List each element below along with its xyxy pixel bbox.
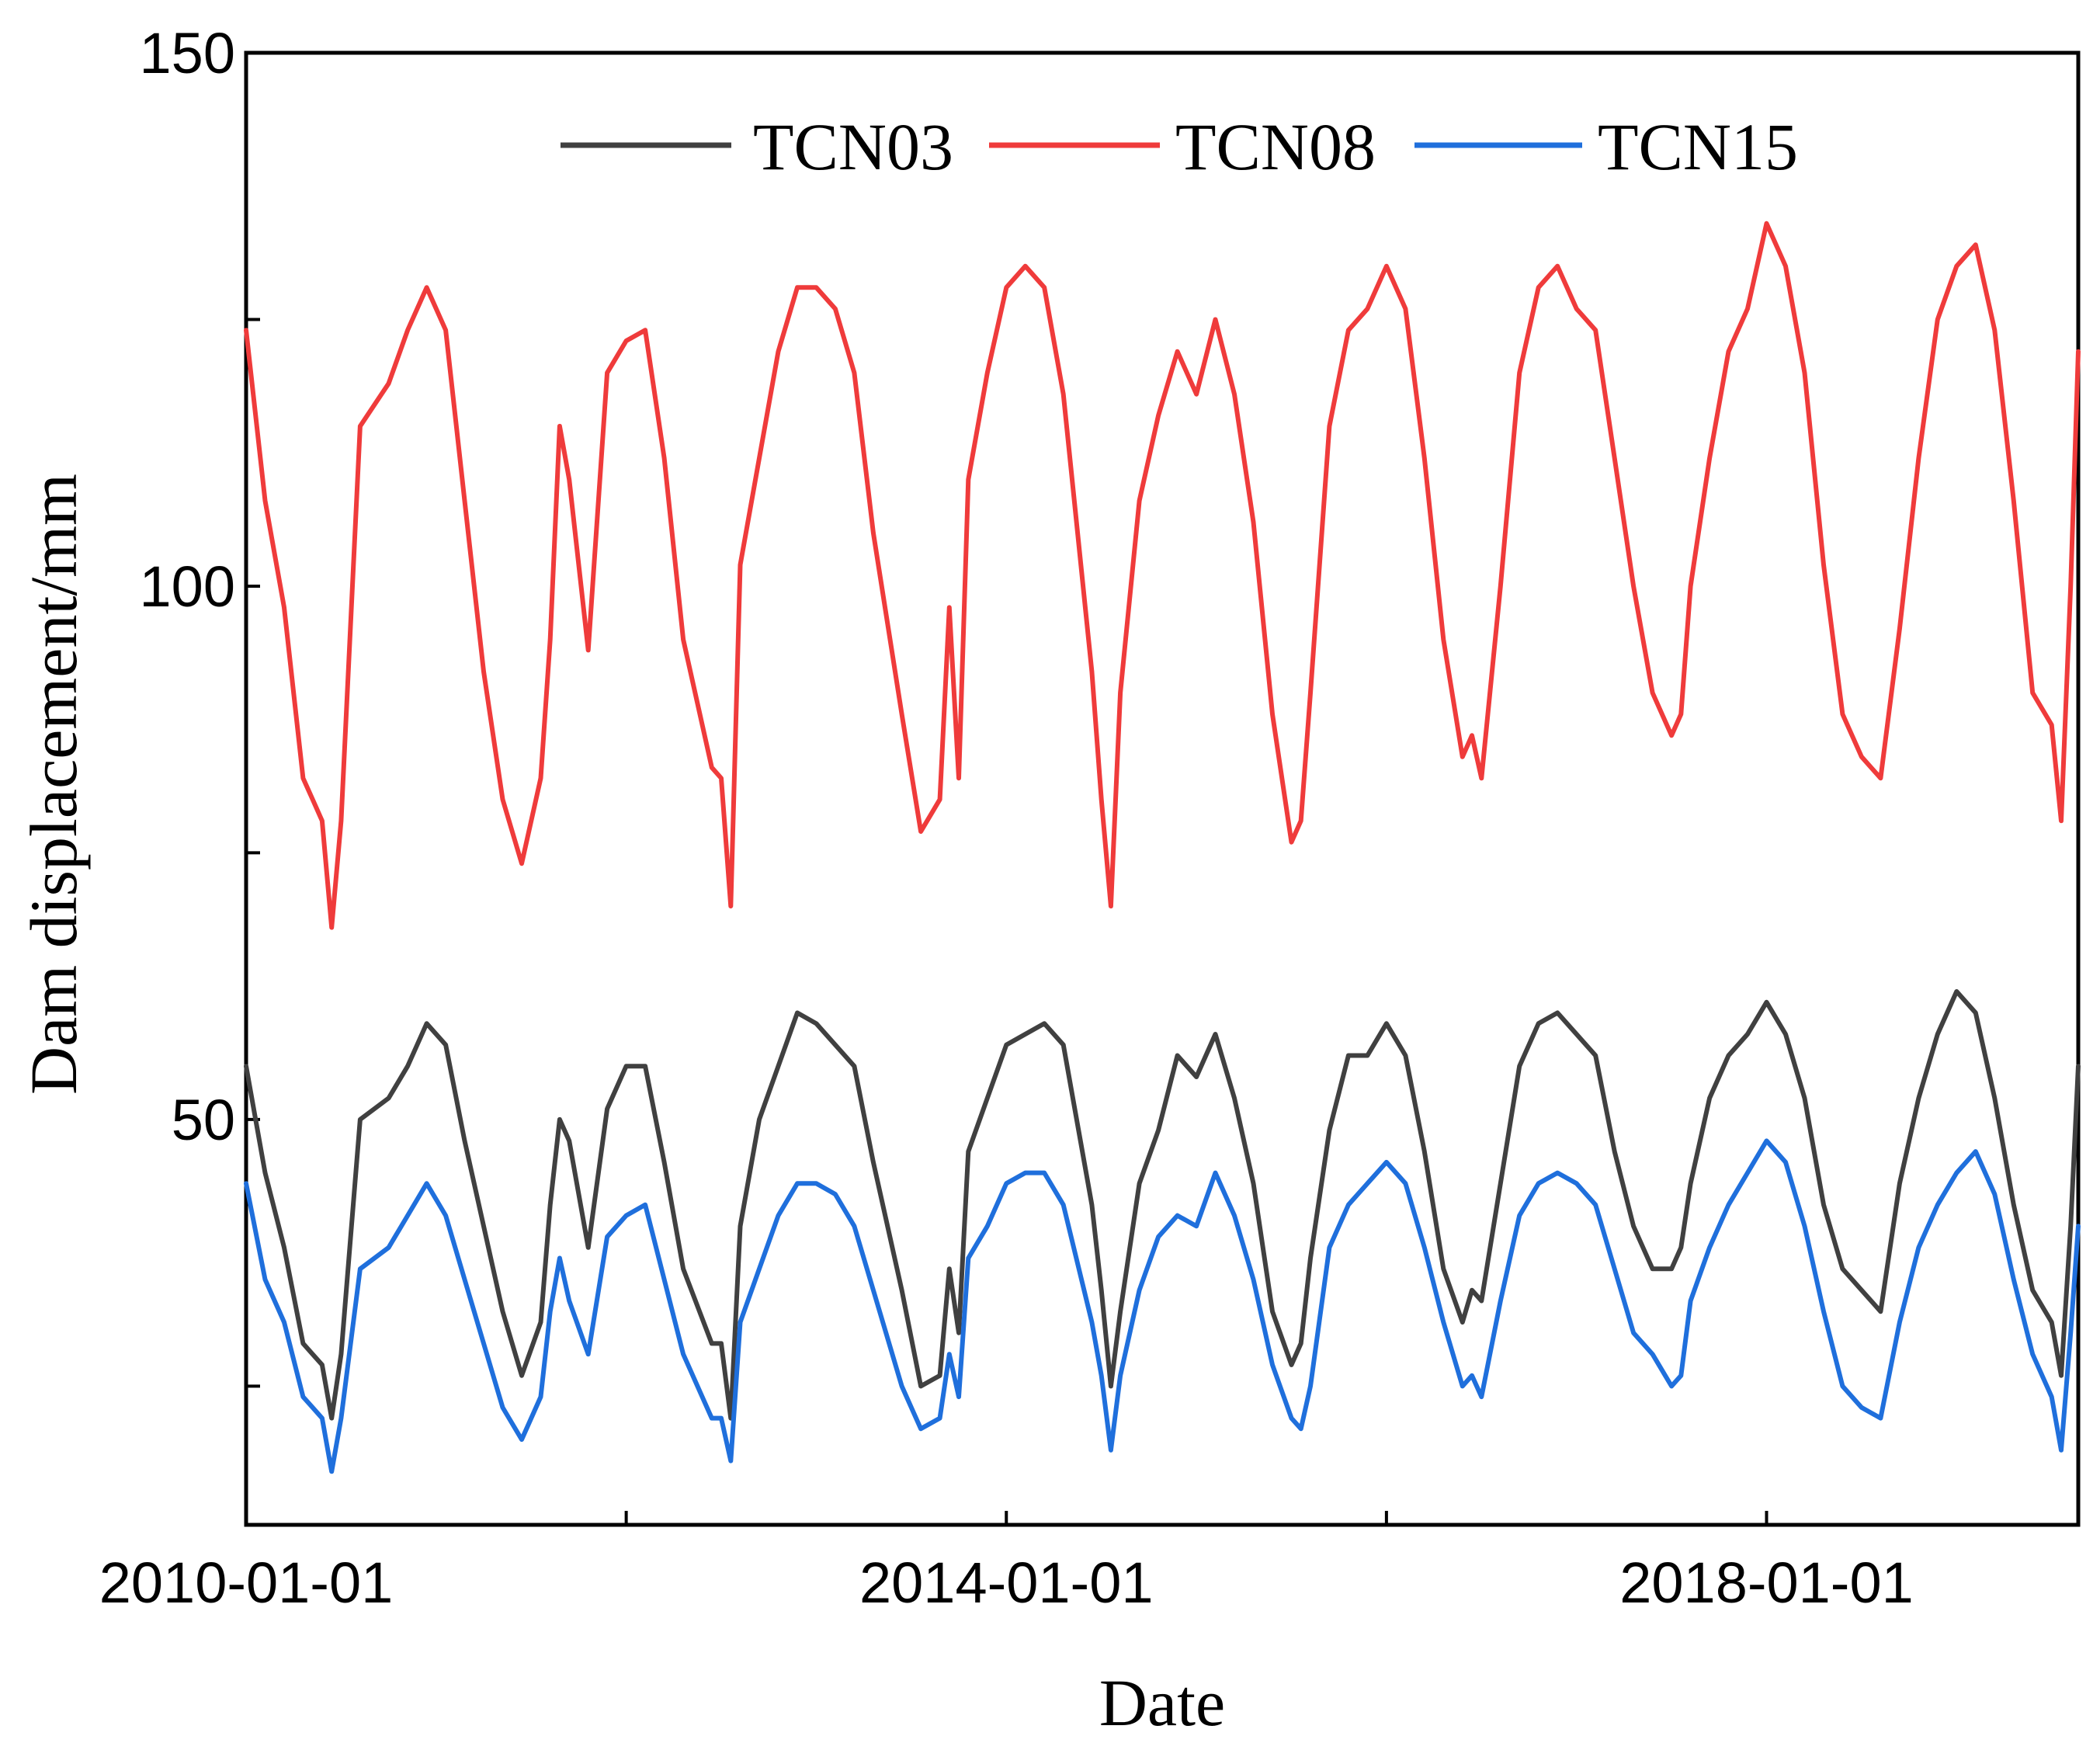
x-axis-ticks: 2010-01-01 2014-01-01 2018-01-01	[99, 1511, 1914, 1615]
y-tick-label-1: 50	[172, 1088, 235, 1152]
legend-label-tcn15: TCN15	[1598, 109, 1798, 184]
legend: TCN03 TCN08 TCN15	[561, 109, 1798, 184]
x-tick-label-2: 2014-01-01	[859, 1550, 1154, 1615]
plot-area-frame	[244, 50, 2081, 1527]
y-axis-ticks: 50 100 150	[140, 21, 260, 1388]
x-tick-label-4: 2018-01-01	[1619, 1550, 1914, 1615]
x-tick-label-0: 2010-01-01	[99, 1550, 394, 1615]
y-tick-label-5: 150	[140, 21, 235, 85]
y-axis-title: Dam displacement/mm	[16, 474, 91, 1095]
legend-label-tcn03: TCN03	[753, 109, 953, 184]
y-tick-label-3: 100	[140, 554, 235, 619]
series-line-tcn15	[244, 1138, 2081, 1474]
series-line-tcn08	[244, 220, 2081, 930]
series-layer	[244, 220, 2081, 1474]
legend-label-tcn08: TCN08	[1175, 109, 1376, 184]
x-axis-title: Date	[1099, 1665, 1225, 1740]
series-line-tcn03	[244, 989, 2081, 1421]
